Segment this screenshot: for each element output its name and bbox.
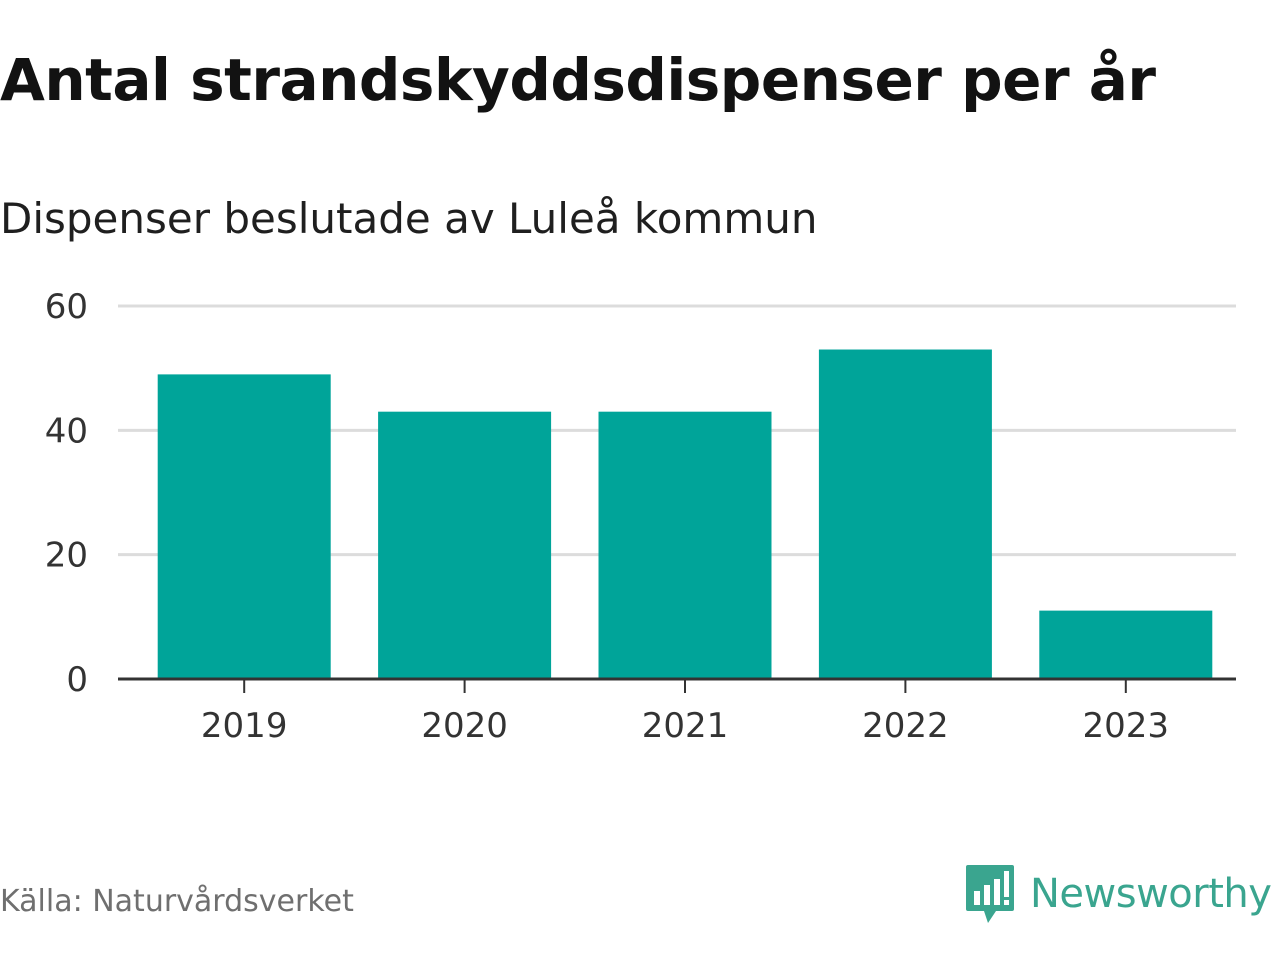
y-tick-label: 40: [45, 411, 88, 451]
x-tick-label: 2021: [642, 706, 729, 746]
brand-name: Newsworthy: [1030, 871, 1272, 917]
chart-subtitle: Dispenser beslutade av Luleå kommun: [0, 194, 818, 243]
chart-title: Antal strandskyddsdispenser per år: [0, 46, 1156, 114]
newsworthy-logo-icon: [966, 865, 1014, 923]
bar-2019: [157, 374, 331, 679]
bar-2023: [1039, 610, 1213, 679]
axes: 0 20 40 60 2019 2020 2021 2022 2023: [45, 287, 1236, 746]
bar-2020: [378, 411, 552, 679]
x-tick-label: 2022: [862, 706, 949, 746]
x-tick-label: 2020: [421, 706, 508, 746]
x-tick-label: 2023: [1083, 706, 1170, 746]
y-tick-label: 60: [45, 287, 88, 327]
y-tick-label: 20: [45, 536, 88, 576]
y-tick-label: 0: [66, 660, 88, 700]
bar-2021: [598, 411, 772, 679]
bar-2022: [818, 349, 992, 679]
bars: [157, 349, 1213, 679]
x-tick-label: 2019: [201, 706, 288, 746]
source-note: Källa: Naturvårdsverket: [0, 884, 354, 919]
brand-logo[interactable]: Newsworthy: [964, 862, 1272, 926]
